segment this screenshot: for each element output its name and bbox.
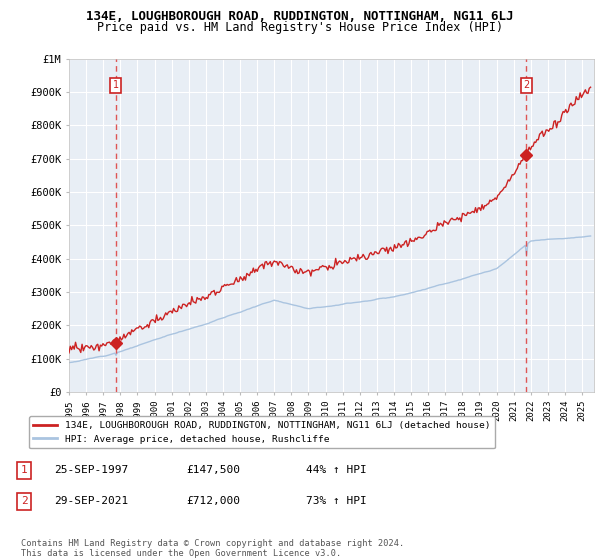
Text: 29-SEP-2021: 29-SEP-2021 xyxy=(54,496,128,506)
Text: 1: 1 xyxy=(20,465,28,475)
Text: £147,500: £147,500 xyxy=(186,465,240,475)
Text: 2: 2 xyxy=(523,81,530,91)
Text: 44% ↑ HPI: 44% ↑ HPI xyxy=(306,465,367,475)
Text: 25-SEP-1997: 25-SEP-1997 xyxy=(54,465,128,475)
Text: Price paid vs. HM Land Registry's House Price Index (HPI): Price paid vs. HM Land Registry's House … xyxy=(97,21,503,34)
Legend: 134E, LOUGHBOROUGH ROAD, RUDDINGTON, NOTTINGHAM, NG11 6LJ (detached house), HPI:: 134E, LOUGHBOROUGH ROAD, RUDDINGTON, NOT… xyxy=(29,416,495,449)
Text: Contains HM Land Registry data © Crown copyright and database right 2024.
This d: Contains HM Land Registry data © Crown c… xyxy=(21,539,404,558)
Text: 134E, LOUGHBOROUGH ROAD, RUDDINGTON, NOTTINGHAM, NG11 6LJ: 134E, LOUGHBOROUGH ROAD, RUDDINGTON, NOT… xyxy=(86,10,514,23)
Text: 73% ↑ HPI: 73% ↑ HPI xyxy=(306,496,367,506)
Text: 1: 1 xyxy=(113,81,119,91)
Text: 2: 2 xyxy=(20,496,28,506)
Text: £712,000: £712,000 xyxy=(186,496,240,506)
